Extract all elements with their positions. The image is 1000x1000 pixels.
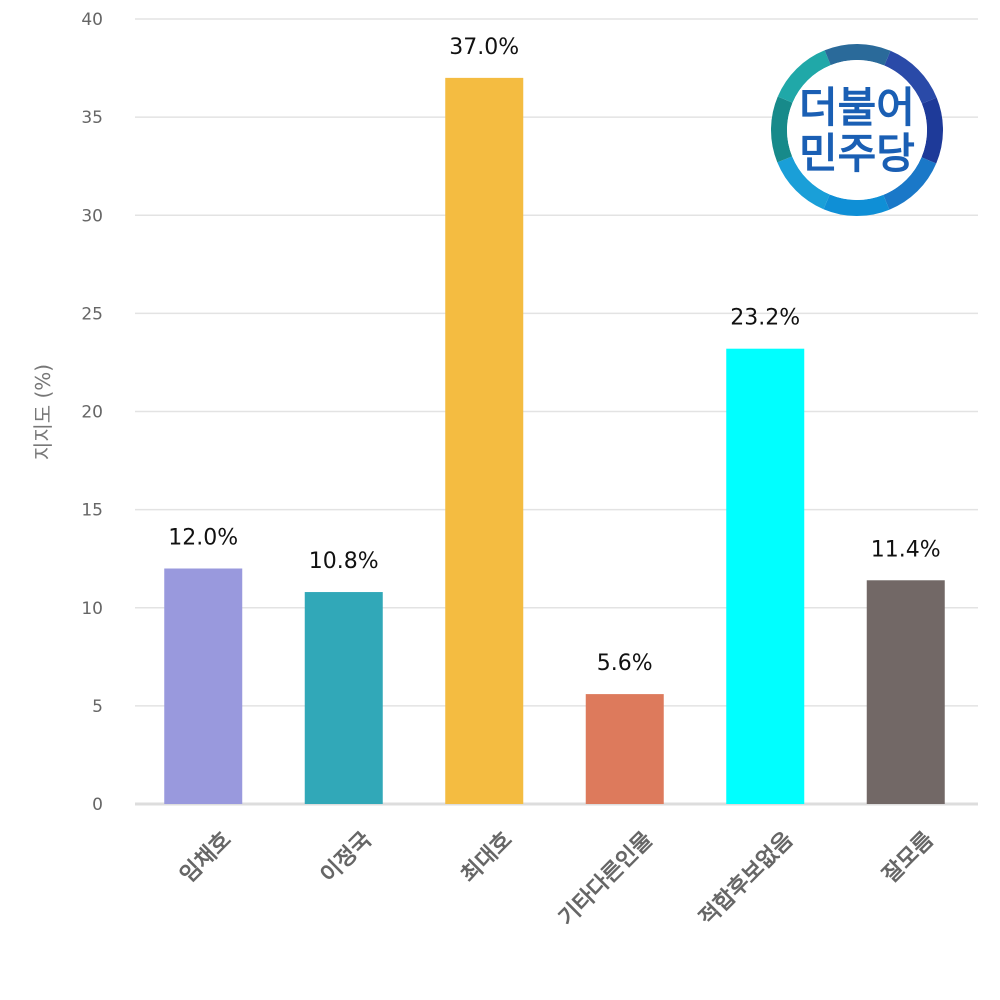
x-tick-label: 임채호 [176, 827, 237, 888]
logo-ring-segment [771, 96, 793, 163]
logo-ring [771, 44, 943, 216]
bar [164, 568, 243, 804]
x-tick-label: 기타다른인물 [554, 827, 658, 931]
data-label: 11.4% [871, 537, 941, 562]
bar [866, 580, 945, 804]
y-axis-ticks: 0 5 10 15 20 25 30 35 40 [81, 10, 103, 815]
data-labels: 12.0% 10.8% 37.0% 5.6% 23.2% 11.4% [168, 35, 940, 676]
y-tick-label: 40 [81, 10, 103, 30]
logo-ring-segment [883, 156, 937, 210]
logo-ring-segment [777, 50, 831, 104]
x-tick-label: 최대호 [457, 827, 518, 888]
gridlines [135, 18, 978, 806]
data-label: 12.0% [168, 526, 238, 551]
y-tick-label: 35 [81, 108, 103, 128]
y-tick-label: 0 [92, 795, 103, 815]
bars [164, 77, 945, 804]
bar [585, 694, 664, 804]
x-tick-label: 적합후보없음 [694, 827, 798, 931]
logo-text-line1: 더불어 [799, 83, 915, 132]
logo-text-line2: 민주당 [799, 129, 915, 178]
bar [726, 348, 805, 804]
y-tick-label: 5 [92, 697, 103, 717]
data-label: 23.2% [730, 306, 800, 331]
logo-ring-segment [921, 97, 943, 164]
logo-ring-segment [824, 44, 891, 66]
x-axis-labels: 임채호 이정국 최대호 기타다른인물 적합후보없음 잘모름 [176, 827, 939, 931]
y-tick-label: 20 [81, 403, 103, 423]
bar [445, 77, 524, 804]
data-label: 5.6% [597, 651, 653, 676]
x-tick-label: 이정국 [316, 827, 377, 888]
x-tick-label: 잘모름 [878, 827, 939, 888]
y-tick-label: 10 [81, 599, 103, 619]
logo-ring-segment [823, 194, 890, 216]
data-label: 37.0% [449, 35, 519, 60]
logo-ring-segment [777, 156, 831, 210]
data-label: 10.8% [309, 549, 379, 574]
y-axis-label: 지지도 (%) [31, 364, 55, 460]
y-tick-label: 25 [81, 304, 103, 324]
y-tick-label: 30 [81, 206, 103, 226]
y-tick-label: 15 [81, 501, 103, 521]
party-logo: 더불어 민주당 [771, 44, 943, 216]
logo-ring-segment [883, 50, 937, 104]
bar [304, 592, 383, 804]
